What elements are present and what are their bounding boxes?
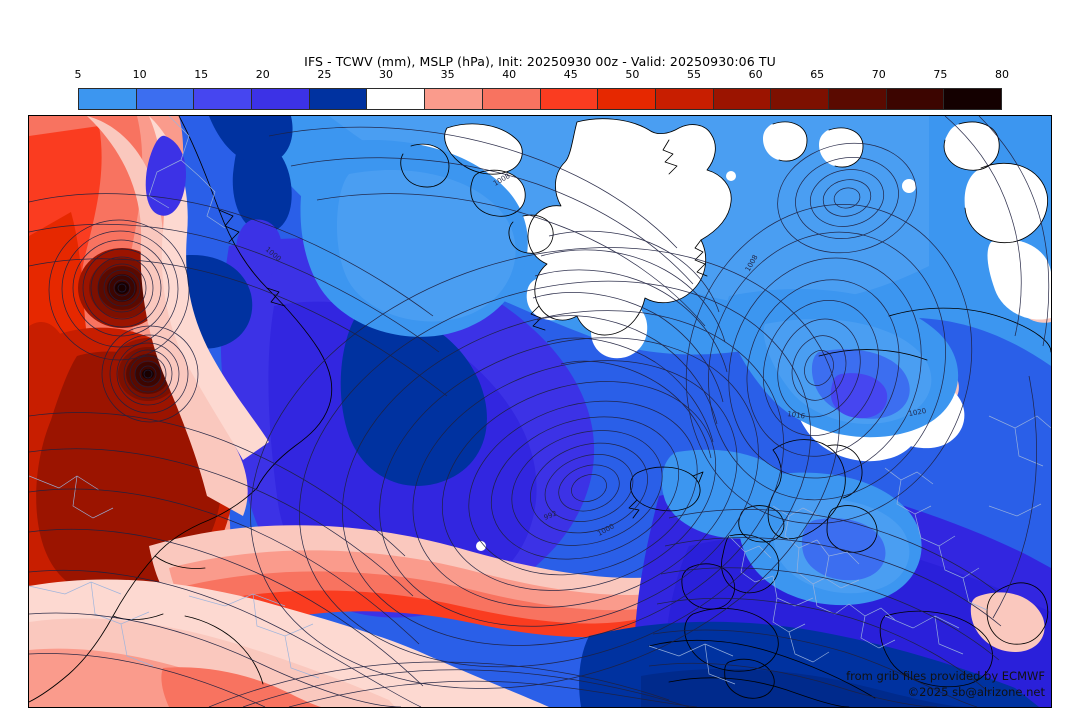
colorbar-cell-0 (79, 89, 137, 109)
colorbar-tick-70: 70 (871, 68, 886, 81)
colorbar-tick-40: 40 (502, 68, 517, 81)
colorbar-cell-15 (944, 89, 1001, 109)
colorbar-cell-4 (309, 89, 368, 109)
map-canvas[interactable]: 992 1000 1008 1016 1020 1008 1000 from g… (28, 115, 1052, 708)
colorbar-scale (78, 88, 1002, 110)
colorbar-cell-10 (655, 89, 714, 109)
colorbar-tick-55: 55 (687, 68, 701, 81)
colorbar-cell-3 (252, 89, 310, 109)
colorbar-tick-20: 20 (255, 68, 270, 81)
colorbar-tick-50: 50 (625, 68, 640, 81)
svg-text:1020: 1020 (908, 407, 927, 418)
colorbar-tick-15: 15 (194, 68, 209, 81)
colorbar-cell-11 (713, 89, 772, 109)
colorbar (78, 88, 1002, 110)
colorbar-cell-13 (828, 89, 887, 109)
colorbar-cell-2 (194, 89, 253, 109)
colorbar-tick-labels: 5 10 15 20 25 30 35 40 45 50 55 60 65 70 75 80 (74, 68, 1010, 84)
page-title: IFS - TCWV (mm), MSLP (hPa), Init: 20250… (304, 54, 776, 69)
colorbar-cell-12 (771, 89, 829, 109)
colorbar-tick-75: 75 (933, 68, 948, 81)
colorbar-tick-10: 10 (132, 68, 147, 81)
colorbar-tick-25: 25 (317, 68, 332, 81)
colorbar-tick-5: 5 (74, 68, 82, 81)
colorbar-tick-80: 80 (995, 68, 1009, 81)
colorbar-cell-9 (598, 89, 656, 109)
colorbar-cell-14 (886, 89, 945, 109)
colorbar-cell-8 (540, 89, 599, 109)
colorbar-tick-30: 30 (379, 68, 393, 81)
colorbar-tick-45: 45 (563, 68, 578, 81)
colorbar-tick-60: 60 (748, 68, 763, 81)
colorbar-tick-65: 65 (810, 68, 825, 81)
map-field-svg: 992 1000 1008 1016 1020 1008 1000 (29, 116, 1051, 707)
svg-text:1016: 1016 (787, 410, 806, 420)
colorbar-cell-5 (367, 89, 426, 109)
colorbar-cell-1 (136, 89, 195, 109)
colorbar-cell-7 (482, 89, 541, 109)
colorbar-tick-35: 35 (440, 68, 455, 81)
colorbar-cell-6 (425, 89, 483, 109)
